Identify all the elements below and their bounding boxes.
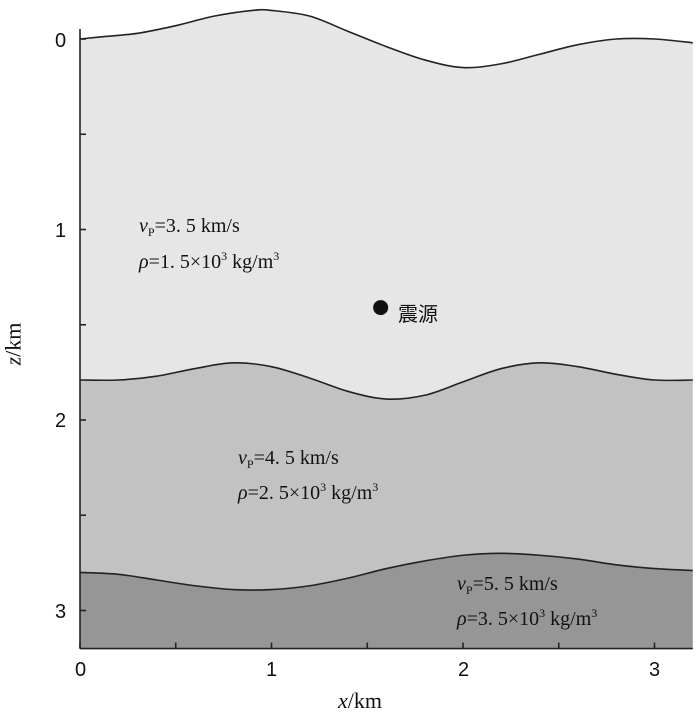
rho-symbol: ρ — [457, 608, 467, 630]
z-tick-label: 3 — [55, 601, 67, 623]
x-axis-title: x/km — [338, 690, 382, 712]
layer2-vp-label: vP=4. 5 km/s — [238, 448, 339, 470]
x-axis-var: x — [338, 688, 348, 713]
vp-symbol: v — [139, 215, 148, 237]
vp-symbol: v — [457, 573, 466, 595]
layer-3-fill — [80, 553, 693, 649]
z-axis-unit: /km — [0, 322, 26, 357]
vp-symbol: v — [238, 447, 247, 469]
rho-value: =1. 5×10 — [148, 251, 222, 273]
layer-interfaces — [79, 8, 693, 591]
rho-exponent: 3 — [320, 480, 327, 494]
vp-subscript: P — [147, 225, 155, 239]
source-label: 震源 — [398, 302, 438, 326]
rho-symbol: ρ — [238, 482, 248, 504]
z-axis-title: z/km — [0, 322, 26, 366]
x-tick-label: 3 — [649, 659, 661, 681]
z-tick-label: 1 — [55, 220, 67, 242]
vp-value: =3. 5 km/s — [154, 215, 240, 237]
layer3-rho-label: ρ=3. 5×103 kg/m3 — [457, 607, 597, 629]
vp-value: =4. 5 km/s — [253, 447, 339, 469]
x-tick-label: 1 — [266, 659, 278, 681]
z-tick-label: 0 — [55, 30, 67, 52]
rho-exponent: 3 — [221, 249, 228, 263]
rho-unit: kg/m — [326, 482, 373, 504]
x-axis-unit: /km — [347, 688, 382, 713]
source-marker — [373, 300, 389, 316]
z-axis-var: z — [0, 356, 26, 366]
rho-value: =3. 5×10 — [466, 608, 540, 630]
surface-line — [79, 8, 693, 69]
layer3-vp-label: vP=5. 5 km/s — [457, 574, 558, 596]
interface-line-1 — [79, 362, 693, 400]
x-tick-label: 2 — [458, 659, 470, 681]
vp-subscript: P — [465, 583, 473, 597]
layer-1-fill — [80, 9, 693, 400]
interface-line-2 — [79, 552, 693, 591]
rho-unit: kg/m — [545, 608, 592, 630]
layer2-rho-label: ρ=2. 5×103 kg/m3 — [238, 481, 378, 503]
z-tick-label: 2 — [55, 410, 67, 432]
layer-fills — [80, 9, 693, 649]
rho-symbol: ρ — [139, 251, 149, 273]
rho-unit-exponent: 3 — [372, 480, 379, 494]
layer-2-fill — [80, 362, 693, 591]
vp-subscript: P — [246, 457, 254, 471]
rho-unit-exponent: 3 — [591, 606, 598, 620]
layer1-rho-label: ρ=1. 5×103 kg/m3 — [139, 250, 279, 272]
rho-unit-exponent: 3 — [273, 249, 280, 263]
x-tick-label: 0 — [75, 659, 87, 681]
layer1-vp-label: vP=3. 5 km/s — [139, 216, 240, 238]
vp-value: =5. 5 km/s — [472, 573, 558, 595]
rho-value: =2. 5×10 — [247, 482, 321, 504]
rho-unit: kg/m — [227, 251, 274, 273]
rho-exponent: 3 — [539, 606, 546, 620]
axes — [79, 29, 693, 650]
